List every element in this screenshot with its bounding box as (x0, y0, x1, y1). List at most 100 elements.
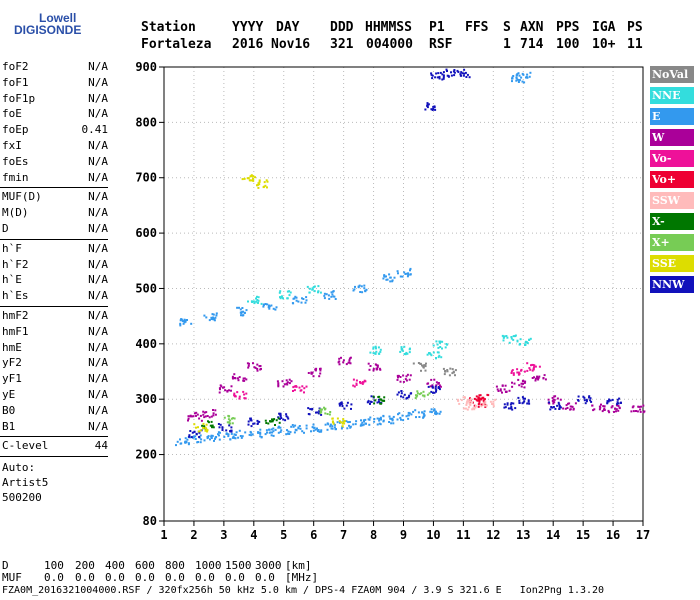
data-point (396, 373, 412, 383)
echo-pixel (230, 432, 233, 435)
echo-pixel (429, 385, 432, 388)
echo-pixel (288, 290, 291, 293)
echo-pixel (406, 275, 409, 278)
echo-pixel (239, 311, 242, 314)
echo-pixel (364, 289, 367, 292)
echo-pixel (345, 420, 348, 423)
param-name: foEs (2, 154, 29, 168)
echo-pixel (327, 294, 330, 297)
echo-pixel (290, 425, 293, 428)
echo-pixel (410, 413, 413, 416)
echo-pixel (238, 395, 241, 398)
echo-pixel (251, 179, 254, 182)
echo-pixel (517, 371, 520, 374)
echo-pixel (369, 416, 372, 419)
echo-pixel (423, 394, 426, 397)
echo-pixel (249, 417, 252, 420)
echo-pixel (451, 368, 454, 371)
echo-pixel (503, 388, 506, 391)
echo-pixel (446, 370, 449, 373)
x-tick-label: 2 (190, 528, 197, 542)
echo-pixel (190, 436, 193, 439)
echo-pixel (311, 371, 314, 374)
echo-pixel (341, 405, 344, 408)
echo-pixel (210, 316, 213, 319)
echo-pixel (233, 373, 236, 376)
echo-pixel (264, 419, 267, 422)
echo-pixel (562, 407, 565, 410)
echo-pixel (179, 324, 182, 327)
header-value-9: 100 (556, 37, 580, 52)
data-point (630, 404, 646, 414)
param-name: foE (2, 107, 22, 121)
param-value: N/A (88, 324, 108, 338)
echo-pixel (187, 415, 190, 418)
data-point (412, 362, 427, 372)
echo-pixel (300, 301, 303, 304)
echo-pixel (326, 428, 329, 431)
echo-pixel (412, 410, 415, 413)
echo-pixel (242, 390, 245, 393)
param-value: N/A (88, 107, 108, 121)
echo-pixel (320, 430, 323, 433)
echo-pixel (362, 423, 365, 426)
echo-pixel (615, 408, 618, 411)
echo-pixel (439, 385, 442, 388)
echo-pixel (244, 397, 247, 400)
echo-pixel (303, 431, 305, 434)
echo-pixel (636, 410, 639, 413)
echo-pixel (522, 382, 524, 385)
echo-pixel (340, 421, 343, 424)
echo-pixel (311, 287, 314, 290)
echo-pixel (516, 368, 519, 371)
data-point (217, 431, 233, 441)
echo-pixel (243, 311, 246, 314)
echo-pixel (360, 423, 363, 426)
echo-pixel (297, 300, 300, 303)
echo-pixel (439, 346, 442, 348)
echo-pixel (536, 377, 539, 380)
echo-pixel (363, 287, 366, 290)
data-point (233, 390, 248, 400)
echo-pixel (402, 396, 405, 399)
echo-pixel (436, 351, 439, 354)
echo-pixel (440, 356, 443, 359)
echo-pixel (510, 405, 513, 408)
echo-pixel (615, 410, 617, 413)
echo-pixel (333, 426, 336, 429)
echo-pixel (367, 400, 370, 403)
echo-pixel (275, 419, 278, 422)
echo-pixel (407, 272, 410, 275)
echo-pixel (375, 350, 378, 353)
echo-pixel (260, 436, 263, 439)
echo-pixel (433, 378, 436, 381)
echo-pixel (482, 402, 485, 405)
echo-pixel (503, 403, 506, 406)
data-point (175, 437, 190, 447)
data-point (331, 417, 346, 428)
echo-pixel (274, 308, 277, 311)
echo-pixel (277, 416, 280, 419)
echo-pixel (445, 68, 448, 71)
data-point (606, 397, 622, 405)
echo-pixel (517, 378, 520, 381)
echo-pixel (230, 426, 233, 429)
data-point (456, 396, 472, 405)
param-row: B1 N/A (2, 420, 108, 434)
echo-pixel (431, 386, 434, 389)
echo-pixel (246, 177, 249, 180)
data-point (577, 395, 593, 405)
echo-pixel (175, 444, 177, 447)
param-value: N/A (88, 60, 108, 73)
echo-pixel (357, 285, 360, 288)
param-name: foF1p (2, 91, 36, 105)
data-point (241, 174, 256, 182)
echo-pixel (269, 420, 271, 423)
y-tick-label: 400 (135, 337, 157, 351)
echo-pixel (424, 365, 427, 368)
echo-pixel (200, 419, 203, 422)
echo-pixel (602, 405, 605, 408)
echo-pixel (370, 395, 373, 398)
echo-pixel (323, 294, 326, 297)
echo-pixel (538, 375, 541, 378)
